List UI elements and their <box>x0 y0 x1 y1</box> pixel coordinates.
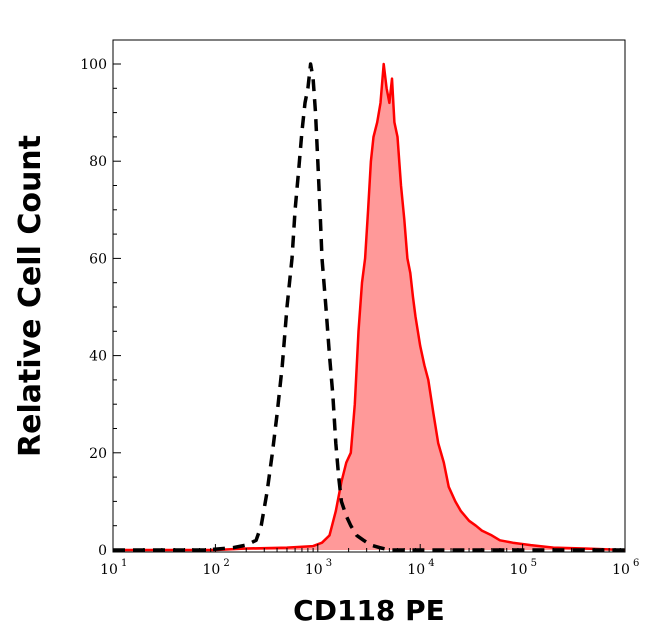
x-tick-label-base: 10 <box>202 562 220 578</box>
y-tick-label: 100 <box>80 57 107 73</box>
x-axis-label: CD118 PE <box>293 594 445 627</box>
x-tick-label-exponent: 6 <box>633 558 639 569</box>
x-tick-label-exponent: 4 <box>428 558 434 569</box>
x-tick-label-base: 10 <box>407 562 425 578</box>
series-layer <box>113 62 626 552</box>
series-1-area <box>113 64 625 550</box>
x-tick-label-exponent: 2 <box>223 558 229 569</box>
series-0-line <box>113 62 625 552</box>
y-tick-label: 60 <box>89 251 107 267</box>
y-tick-label: 40 <box>89 349 107 365</box>
y-axis-ticks: 0 20 40 60 80 100 <box>80 57 121 559</box>
x-tick-label-exponent: 1 <box>121 558 127 569</box>
x-tick-label-base: 10 <box>510 562 528 578</box>
y-tick-label: 0 <box>98 543 107 559</box>
y-tick-label: 20 <box>89 446 107 462</box>
x-tick-label-exponent: 3 <box>326 558 332 569</box>
x-tick-label-exponent: 5 <box>531 558 537 569</box>
series-1-line <box>113 62 626 552</box>
y-tick-label: 80 <box>89 154 107 170</box>
y-axis-label: Relative Cell Count <box>13 135 48 457</box>
x-tick-label-base: 10 <box>612 562 630 578</box>
x-tick-label-base: 10 <box>100 562 118 578</box>
x-tick-label-base: 10 <box>305 562 323 578</box>
x-axis-ticks: 10 1 10 2 10 3 10 4 10 5 10 6 <box>100 544 639 578</box>
